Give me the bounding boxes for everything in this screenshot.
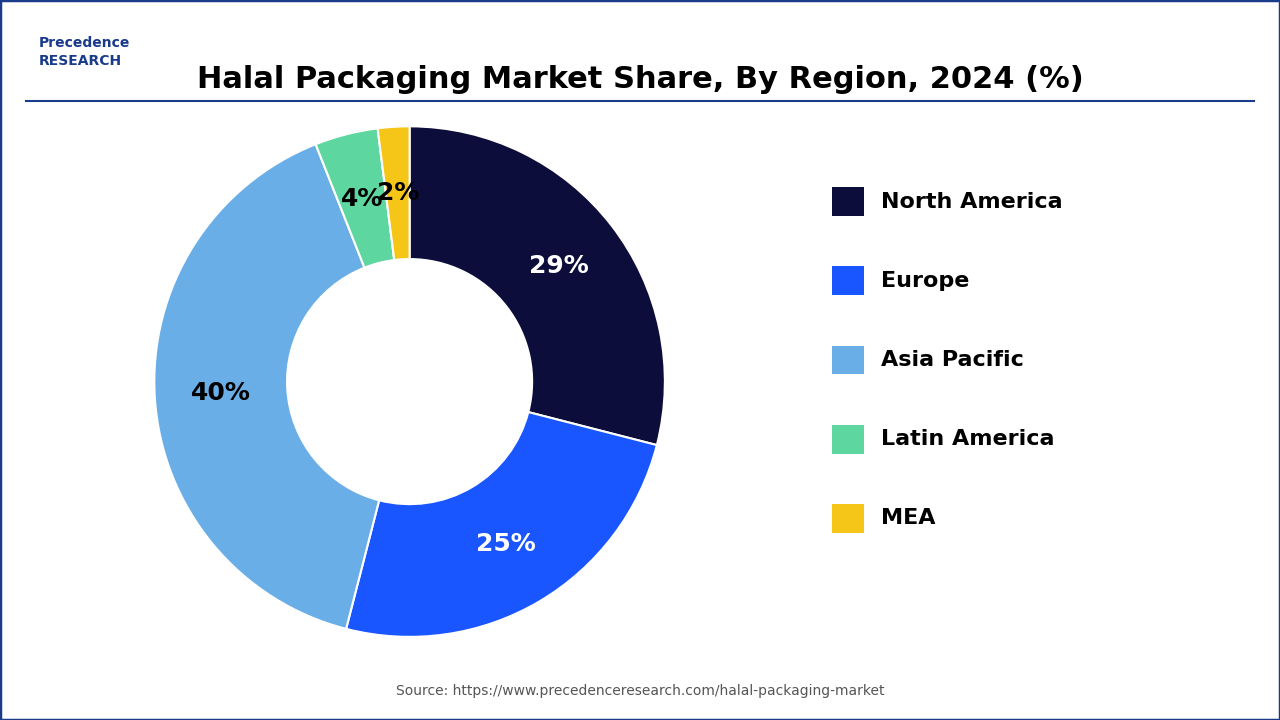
Text: North America: North America bbox=[881, 192, 1062, 212]
Text: 2%: 2% bbox=[376, 181, 419, 205]
Wedge shape bbox=[410, 126, 664, 445]
Text: MEA: MEA bbox=[881, 508, 936, 528]
Text: 40%: 40% bbox=[191, 382, 251, 405]
Wedge shape bbox=[155, 144, 379, 629]
Wedge shape bbox=[346, 412, 657, 637]
Text: Asia Pacific: Asia Pacific bbox=[881, 350, 1024, 370]
Text: Precedence
RESEARCH: Precedence RESEARCH bbox=[38, 36, 129, 68]
Text: 25%: 25% bbox=[476, 532, 535, 556]
Text: Latin America: Latin America bbox=[881, 429, 1055, 449]
Text: 4%: 4% bbox=[342, 186, 384, 211]
Text: Europe: Europe bbox=[881, 271, 969, 291]
Wedge shape bbox=[378, 126, 410, 260]
Text: Source: https://www.precedenceresearch.com/halal-packaging-market: Source: https://www.precedenceresearch.c… bbox=[396, 685, 884, 698]
Text: Halal Packaging Market Share, By Region, 2024 (%): Halal Packaging Market Share, By Region,… bbox=[197, 65, 1083, 94]
Text: 29%: 29% bbox=[529, 254, 589, 278]
Wedge shape bbox=[316, 128, 394, 268]
